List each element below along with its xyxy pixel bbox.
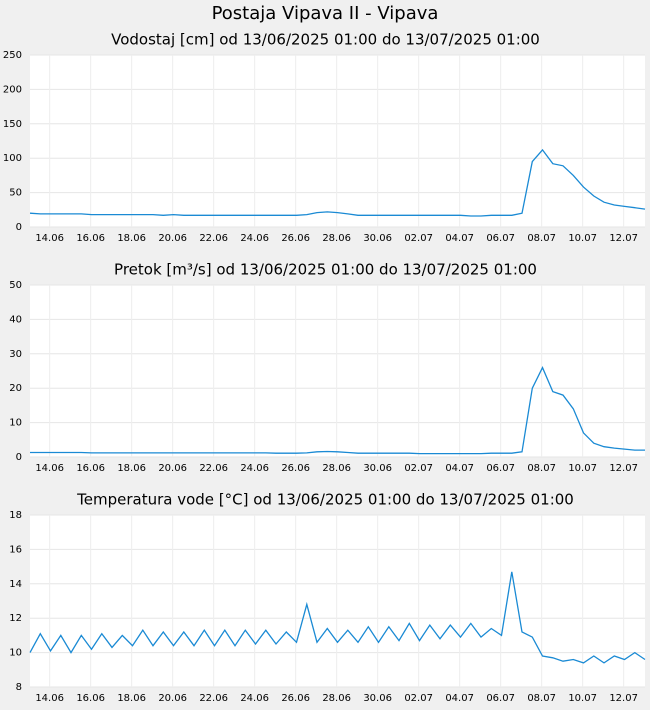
y-tick-label: 200: [3, 84, 22, 95]
y-tick-label: 30: [9, 349, 22, 360]
x-tick-label: 24.06: [240, 233, 269, 244]
x-tick-label: 20.06: [158, 463, 187, 474]
x-tick-label: 30.06: [363, 693, 392, 704]
x-tick-label: 06.07: [486, 233, 515, 244]
x-tick-label: 18.06: [117, 233, 146, 244]
x-tick-label: 12.07: [609, 693, 638, 704]
x-tick-label: 12.07: [609, 233, 638, 244]
x-tick-label: 18.06: [117, 463, 146, 474]
y-tick-label: 14: [9, 579, 22, 590]
x-tick-label: 14.06: [35, 233, 64, 244]
x-tick-label: 08.07: [527, 463, 556, 474]
y-tick-label: 40: [9, 314, 22, 325]
x-tick-label: 06.07: [486, 463, 515, 474]
data-line: [29, 148, 646, 217]
x-tick-label: 20.06: [158, 693, 187, 704]
x-tick-label: 22.06: [199, 233, 228, 244]
y-tick-label: 0: [16, 452, 22, 463]
x-tick-label: 10.07: [568, 693, 597, 704]
x-tick-label: 30.06: [363, 463, 392, 474]
x-tick-label: 16.06: [76, 693, 105, 704]
x-tick-label: 20.06: [158, 233, 187, 244]
plot-area: [30, 515, 645, 687]
x-tick-label: 26.06: [281, 693, 310, 704]
x-tick-label: 08.07: [527, 233, 556, 244]
y-tick-label: 150: [3, 119, 22, 130]
x-tick-label: 24.06: [240, 693, 269, 704]
x-tick-label: 02.07: [404, 693, 433, 704]
y-tick-label: 250: [3, 50, 22, 61]
y-tick-label: 50: [9, 188, 22, 199]
y-tick-label: 50: [9, 280, 22, 291]
x-tick-label: 22.06: [199, 463, 228, 474]
x-tick-label: 02.07: [404, 463, 433, 474]
x-tick-label: 28.06: [322, 693, 351, 704]
x-tick-label: 30.06: [363, 233, 392, 244]
plot-area: [30, 285, 645, 457]
x-tick-label: 26.06: [281, 463, 310, 474]
x-tick-label: 14.06: [35, 463, 64, 474]
x-tick-label: 28.06: [322, 463, 351, 474]
x-tick-label: 04.07: [445, 463, 474, 474]
x-tick-label: 24.06: [240, 463, 269, 474]
x-tick-label: 16.06: [76, 233, 105, 244]
chart-subtitle: Pretok [m³/s] od 13/06/2025 01:00 do 13/…: [114, 261, 537, 279]
chart-subtitle: Vodostaj [cm] od 13/06/2025 01:00 do 13/…: [111, 31, 540, 49]
data-line: [29, 571, 646, 664]
y-tick-label: 10: [9, 418, 22, 429]
x-tick-label: 04.07: [445, 693, 474, 704]
y-tick-label: 0: [16, 222, 22, 233]
x-tick-label: 16.06: [76, 463, 105, 474]
x-tick-label: 06.07: [486, 693, 515, 704]
x-tick-label: 18.06: [117, 693, 146, 704]
y-tick-label: 16: [9, 544, 22, 555]
chart-subtitle: Temperatura vode [°C] od 13/06/2025 01:0…: [76, 491, 574, 509]
y-tick-label: 10: [9, 648, 22, 659]
x-tick-label: 26.06: [281, 233, 310, 244]
x-tick-label: 02.07: [404, 233, 433, 244]
y-tick-label: 8: [16, 682, 22, 693]
x-tick-label: 10.07: [568, 233, 597, 244]
x-tick-label: 14.06: [35, 693, 64, 704]
x-tick-label: 22.06: [199, 693, 228, 704]
data-line: [30, 366, 645, 455]
plot-area: [30, 55, 645, 227]
x-tick-label: 28.06: [322, 233, 351, 244]
x-tick-label: 10.07: [568, 463, 597, 474]
y-tick-label: 12: [9, 613, 22, 624]
page-title: Postaja Vipava II - Vipava: [212, 3, 439, 24]
y-tick-label: 20: [9, 383, 22, 394]
y-tick-label: 18: [9, 510, 22, 521]
x-tick-label: 12.07: [609, 463, 638, 474]
x-tick-label: 04.07: [445, 233, 474, 244]
y-tick-label: 100: [3, 153, 22, 164]
x-tick-label: 08.07: [527, 693, 556, 704]
